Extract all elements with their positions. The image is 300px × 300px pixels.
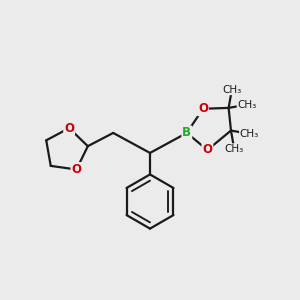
Text: O: O [198, 102, 208, 115]
Text: CH₃: CH₃ [225, 144, 244, 154]
Text: CH₃: CH₃ [222, 85, 242, 94]
Text: O: O [202, 143, 212, 157]
Text: O: O [71, 163, 82, 176]
Text: CH₃: CH₃ [237, 100, 256, 110]
Text: O: O [64, 122, 74, 135]
Text: B: B [182, 126, 191, 140]
Text: CH₃: CH₃ [240, 129, 259, 139]
